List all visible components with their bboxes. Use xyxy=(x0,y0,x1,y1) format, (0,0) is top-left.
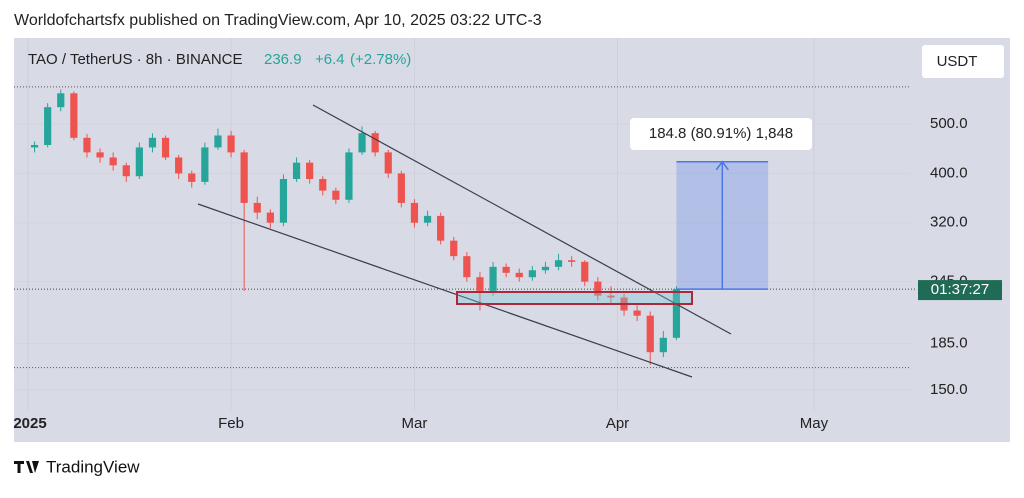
candle-body xyxy=(633,310,641,316)
y-tick-label: 320.0 xyxy=(930,214,968,231)
candle-body xyxy=(345,152,353,200)
candle-body xyxy=(646,315,654,353)
y-tick-label: 185.0 xyxy=(930,335,968,352)
last-price: 236.9 xyxy=(264,51,302,68)
price-tag: 01:37:27 xyxy=(918,280,1002,301)
trend-line xyxy=(312,104,732,335)
candle-body xyxy=(57,93,65,108)
candle-body xyxy=(489,266,497,291)
candle-body xyxy=(672,289,681,338)
candle-body xyxy=(463,256,471,278)
candle-body xyxy=(384,152,392,174)
drawings xyxy=(197,104,732,378)
price-change-pct: (+2.78%) xyxy=(350,51,411,68)
footer-logo: TradingView xyxy=(14,457,140,476)
brand: TradingView xyxy=(46,457,140,476)
candle-body xyxy=(358,133,366,153)
candle-body xyxy=(175,157,183,174)
x-tick-label: May xyxy=(800,415,829,432)
candle-body xyxy=(240,152,248,203)
candle-body xyxy=(148,137,157,148)
y-tick-label: 150.0 xyxy=(930,381,968,398)
currency-label[interactable]: USDT xyxy=(937,53,978,70)
candle-body xyxy=(581,261,589,282)
candle-body xyxy=(371,133,379,153)
candle-body xyxy=(306,162,314,180)
measure-label-bg xyxy=(630,118,812,150)
candle-body xyxy=(122,165,130,177)
candle-body xyxy=(83,137,91,153)
candle-body xyxy=(437,215,445,241)
candle-body xyxy=(30,144,39,148)
candle-body xyxy=(279,179,288,223)
candle-body xyxy=(450,240,458,257)
currency-button[interactable]: USDT xyxy=(922,45,1004,78)
candle-body xyxy=(44,107,52,145)
candle-body xyxy=(161,137,170,158)
logo-icon xyxy=(14,461,39,473)
zone-box xyxy=(456,291,693,305)
measure-arrowhead xyxy=(715,160,729,171)
candle-body xyxy=(515,272,523,278)
measure: 184.8 (80.91%) 1,848 xyxy=(630,118,812,290)
currency-button-bg[interactable] xyxy=(922,45,1004,78)
candle-body xyxy=(227,135,235,153)
x-tick-label: Apr xyxy=(606,415,629,432)
countdown-bg xyxy=(918,280,1002,301)
symbol-title: TAO / TetherUS · 8h · BINANCE xyxy=(28,51,243,68)
candle-body xyxy=(554,260,563,267)
candle-body xyxy=(266,212,274,223)
candle-body xyxy=(96,152,104,158)
x-tick-label: Feb xyxy=(218,415,244,432)
candle-body xyxy=(253,202,261,213)
chart-pane xyxy=(14,38,1010,442)
measure-label: 184.8 (80.91%) 1,848 xyxy=(649,125,793,142)
candle-body xyxy=(70,93,78,138)
candle-body xyxy=(528,270,536,278)
price-change: +6.4 xyxy=(315,51,345,68)
attribution: Worldofchartsfx published on TradingView… xyxy=(14,12,542,29)
candle-body xyxy=(594,281,602,296)
candle-body xyxy=(476,277,484,291)
candle-body xyxy=(319,179,327,191)
trend-line xyxy=(197,203,693,378)
candle-body xyxy=(607,295,615,298)
candle-body xyxy=(214,135,222,148)
candle-body xyxy=(292,162,301,180)
x-tick-label: 2025 xyxy=(13,415,46,432)
candle-body xyxy=(188,173,196,182)
x-tick-label: Mar xyxy=(402,415,428,432)
y-tick-label: 500.0 xyxy=(930,115,968,132)
candle-body xyxy=(541,266,550,271)
x-axis: 2025 Feb Mar Apr May xyxy=(13,415,828,432)
candle-body xyxy=(135,147,143,177)
candle-body xyxy=(502,266,510,273)
candle-body xyxy=(397,173,405,203)
candle-body xyxy=(659,337,667,353)
candle-body xyxy=(332,190,340,200)
y-tick-label: 400.0 xyxy=(930,164,968,181)
candle-body xyxy=(423,215,432,223)
candle-body xyxy=(568,260,576,262)
candle-body xyxy=(410,202,419,223)
countdown: 01:37:27 xyxy=(931,281,989,298)
candle-body xyxy=(109,157,117,166)
candle-body xyxy=(201,147,209,182)
